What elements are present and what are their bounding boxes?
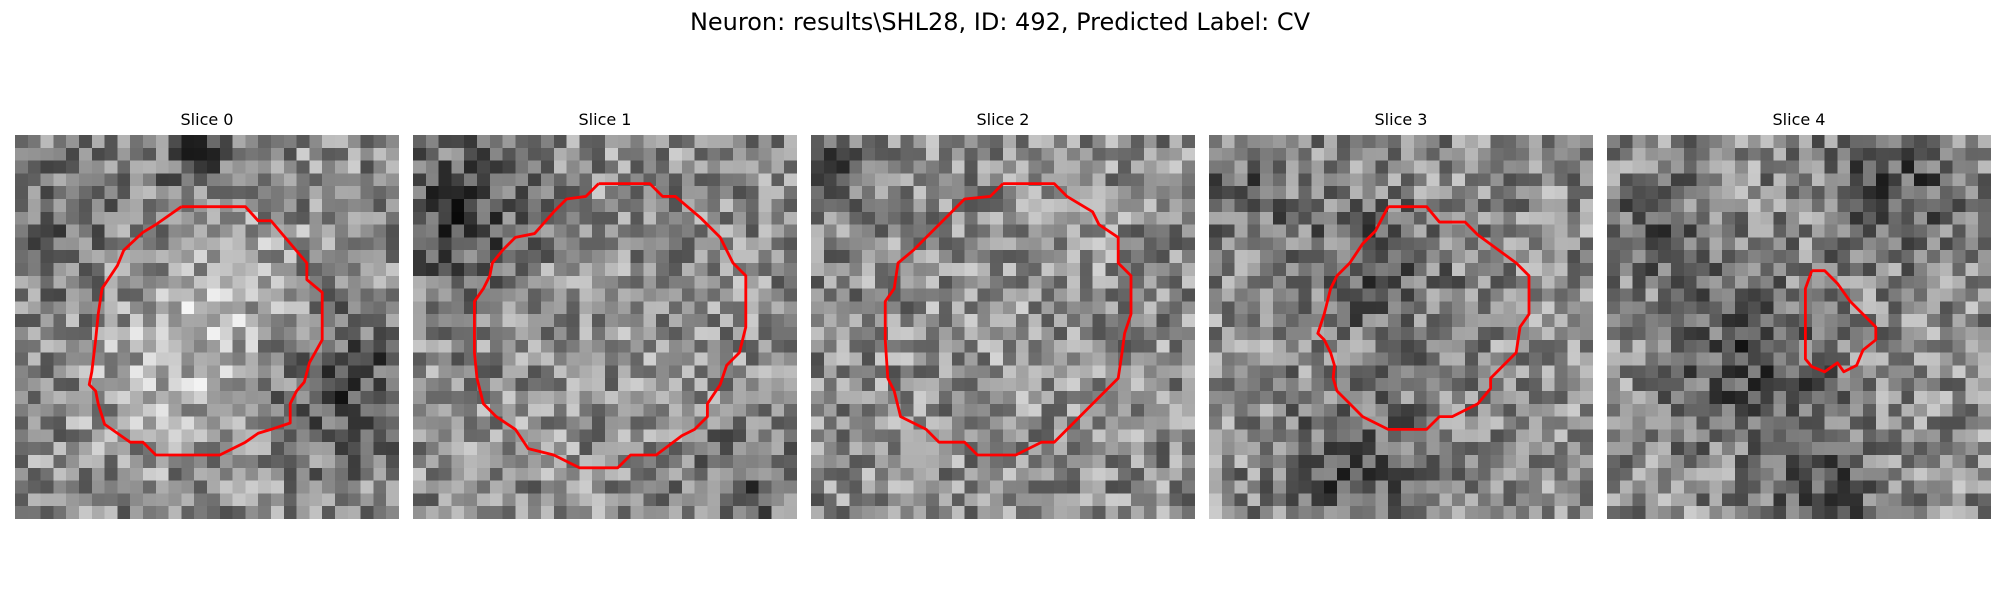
slice-panel-3: Slice 3 <box>1209 110 1593 519</box>
slice-panel-0: Slice 0 <box>15 110 399 519</box>
slice-panel-4: Slice 4 <box>1607 110 1991 519</box>
slice-image-0 <box>15 135 399 519</box>
slice-pixels-1 <box>413 135 797 519</box>
slice-image-4 <box>1607 135 1991 519</box>
slice-panel-2: Slice 2 <box>811 110 1195 519</box>
slice-panel-1: Slice 1 <box>413 110 797 519</box>
slice-pixels-0 <box>15 135 399 519</box>
slice-title-1: Slice 1 <box>413 110 797 132</box>
slice-title-2: Slice 2 <box>811 110 1195 132</box>
slice-image-3 <box>1209 135 1593 519</box>
slice-title-3: Slice 3 <box>1209 110 1593 132</box>
slice-pixels-4 <box>1607 135 1991 519</box>
slice-image-2 <box>811 135 1195 519</box>
slice-pixels-2 <box>811 135 1195 519</box>
slice-image-1 <box>413 135 797 519</box>
figure-title: Neuron: results\SHL28, ID: 492, Predicte… <box>0 6 2000 38</box>
slice-pixels-3 <box>1209 135 1593 519</box>
slice-title-4: Slice 4 <box>1607 110 1991 132</box>
slice-title-0: Slice 0 <box>15 110 399 132</box>
